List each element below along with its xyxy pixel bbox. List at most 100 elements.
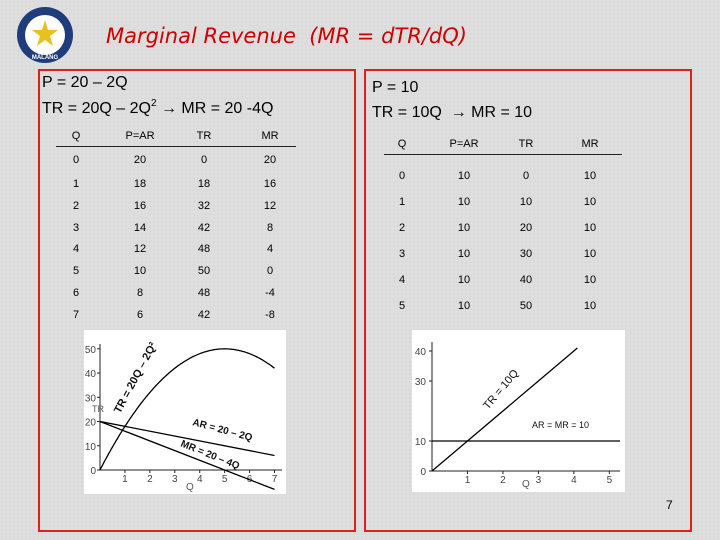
- right-cell: 4: [398, 274, 406, 286]
- left-panel: [38, 69, 356, 532]
- left-graph-x-label: Q: [186, 482, 194, 493]
- right-cell: 2: [398, 222, 406, 234]
- x-tick-label: 2: [147, 474, 153, 485]
- right-cell: 30: [519, 248, 533, 260]
- x-tick-label: 7: [272, 474, 278, 485]
- y-tick-label: 40: [415, 347, 427, 358]
- left-cell: 32: [197, 200, 211, 212]
- right-cell: 10: [583, 274, 597, 286]
- right-header-tr: TR: [518, 138, 534, 150]
- left-cell: 18: [197, 178, 211, 190]
- left-header-q: Q: [71, 130, 81, 142]
- y-tick-label: 20: [85, 418, 97, 429]
- left-cell: 48: [197, 287, 211, 299]
- series-line-2: [99, 420, 275, 457]
- left-cell: 5: [72, 265, 80, 277]
- left-cell: 2: [72, 200, 80, 212]
- left-equation-tr-exponent: 2: [150, 98, 157, 109]
- left-cell: 14: [133, 222, 147, 234]
- right-cell: 10: [457, 196, 471, 208]
- x-tick-label: 5: [222, 474, 228, 485]
- x-tick-label: 1: [465, 475, 471, 486]
- left-cell: 42: [197, 309, 211, 321]
- x-tick-label: 3: [172, 474, 178, 485]
- left-header-mr: MR: [261, 130, 279, 142]
- series-line-3: [99, 420, 275, 491]
- left-cell: -4: [265, 287, 275, 299]
- left-graph-axes: [99, 344, 282, 471]
- right-cell: 10: [583, 170, 597, 182]
- right-cell: 10: [583, 222, 597, 234]
- logo-star-icon: [32, 20, 58, 46]
- right-header-q: Q: [397, 138, 407, 150]
- tr-curve-label: TR = 20Q – 2Q²: [112, 340, 160, 415]
- right-cell: 50: [519, 300, 533, 312]
- right-graph-y-ticks: 0 10 30 40: [415, 347, 432, 478]
- left-cell: 12: [133, 243, 147, 255]
- left-header-ar: P=AR: [125, 130, 155, 142]
- y-tick-label: 0: [90, 466, 96, 477]
- right-cell: 40: [519, 274, 533, 286]
- right-cell: 10: [457, 222, 471, 234]
- tr-line-label: TR = 10Q: [481, 367, 521, 412]
- right-equation-tr-mr: TR = 10Q → MR = 10: [372, 104, 533, 121]
- left-cell: 8: [266, 222, 274, 234]
- right-cell: 0: [522, 170, 530, 182]
- right-cell: 10: [583, 300, 597, 312]
- right-panel: [364, 69, 692, 532]
- right-cell: 10: [457, 170, 471, 182]
- left-header-rule: [56, 146, 296, 147]
- left-cell: -8: [265, 309, 275, 321]
- left-cell: 12: [263, 200, 277, 212]
- x-tick-label: 1: [122, 474, 128, 485]
- left-cell: 6: [136, 309, 144, 321]
- x-tick-label: 4: [197, 474, 203, 485]
- right-equation-price: P = 10: [372, 79, 419, 96]
- left-cell: 4: [266, 243, 274, 255]
- right-cell: 10: [457, 300, 471, 312]
- y-tick-label: 30: [415, 377, 427, 388]
- series-line-1: [99, 348, 275, 471]
- right-graph-axes: [431, 342, 620, 472]
- y-tick-label: 10: [415, 437, 427, 448]
- left-cell: 0: [72, 154, 80, 166]
- right-cell: 20: [519, 222, 533, 234]
- y-tick-label: 10: [85, 442, 97, 453]
- left-equation-mr: → MR = 20 -4Q: [156, 100, 274, 117]
- right-cell: 10: [457, 274, 471, 286]
- x-tick-label: 4: [571, 475, 577, 486]
- left-cell: 18: [133, 178, 147, 190]
- x-tick-label: 3: [536, 475, 542, 486]
- left-cell: 48: [197, 243, 211, 255]
- series-line-1: [431, 347, 578, 472]
- left-cell: 0: [266, 265, 274, 277]
- left-equation-tr: TR = 20Q – 2Q2 → MR = 20 -4Q: [42, 98, 274, 118]
- right-cell: 0: [398, 170, 406, 182]
- left-cell: 20: [133, 154, 147, 166]
- left-header-tr: TR: [196, 130, 212, 142]
- left-cell: 3: [72, 222, 80, 234]
- left-cell: 6: [72, 287, 80, 299]
- right-header-ar: P=AR: [449, 138, 479, 150]
- left-cell: 10: [133, 265, 147, 277]
- left-graph-y-ticks: 0 10 20 30 40 50: [85, 345, 100, 477]
- right-header-mr: MR: [581, 138, 599, 150]
- right-graph-x-ticks: 1 2 3 4 5: [465, 471, 613, 486]
- right-cell: 10: [457, 248, 471, 260]
- logo-text: MALANG: [32, 55, 59, 61]
- left-cell: 0: [200, 154, 208, 166]
- right-cell: 1: [398, 196, 406, 208]
- left-equation-price: P = 20 – 2Q: [42, 74, 128, 91]
- left-cell: 8: [136, 287, 144, 299]
- y-tick-label: 50: [85, 345, 97, 356]
- left-equation-tr-main: TR = 20Q – 2Q: [42, 100, 151, 117]
- left-graph-series: [99, 348, 275, 491]
- slide-title: Marginal Revenue (MR = dTR/dQ): [106, 24, 467, 48]
- university-logo: MALANG: [17, 7, 73, 63]
- y-tick-label: 30: [85, 393, 97, 404]
- page-number: 7: [666, 498, 673, 512]
- right-header-rule: [384, 154, 622, 155]
